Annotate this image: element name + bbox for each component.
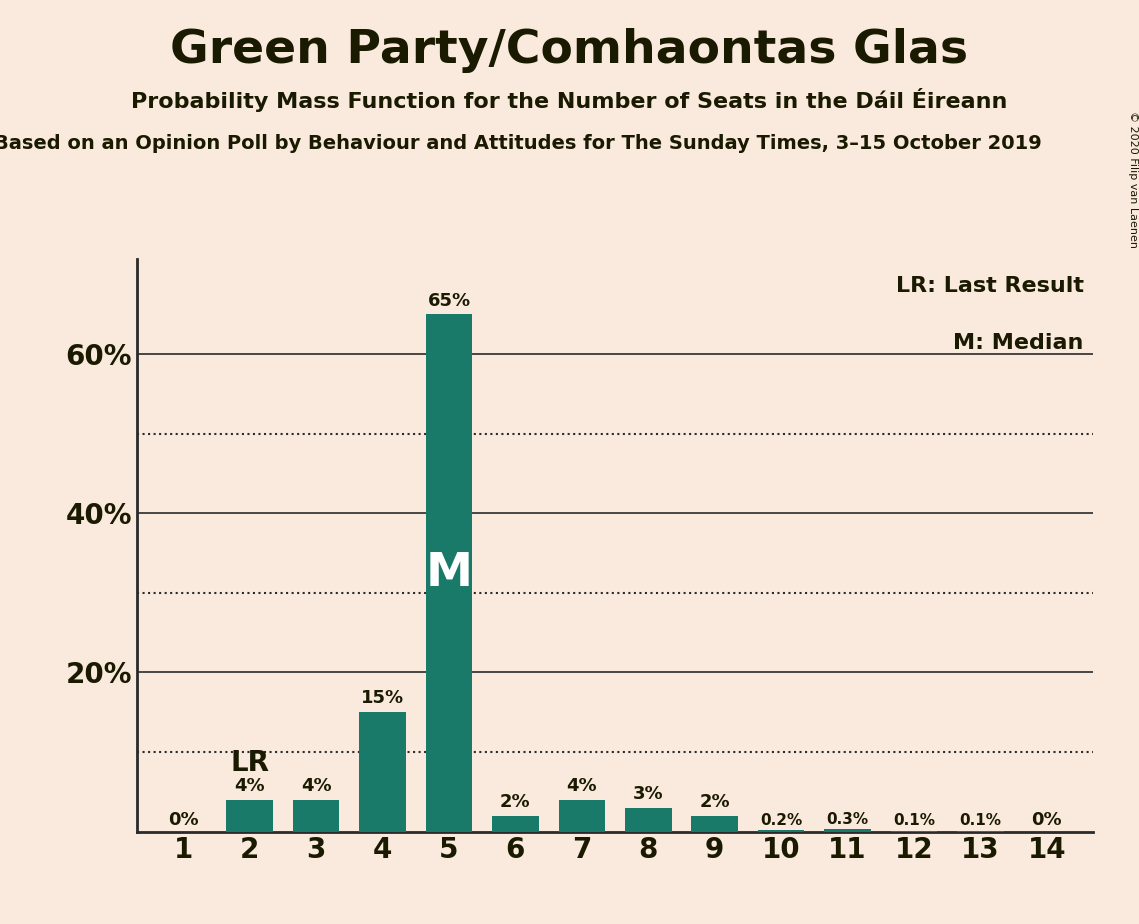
- Text: 2%: 2%: [699, 793, 730, 811]
- Text: © 2020 Filip van Laenen: © 2020 Filip van Laenen: [1129, 111, 1138, 248]
- Bar: [625, 808, 672, 832]
- Text: Green Party/Comhaontas Glas: Green Party/Comhaontas Glas: [171, 28, 968, 73]
- Text: 4%: 4%: [235, 777, 265, 795]
- Text: 0%: 0%: [1032, 811, 1063, 829]
- Bar: [359, 712, 405, 832]
- Bar: [227, 800, 273, 832]
- Text: 0.2%: 0.2%: [760, 812, 802, 828]
- Bar: [558, 800, 605, 832]
- Text: 0.3%: 0.3%: [827, 812, 869, 827]
- Text: 65%: 65%: [427, 292, 470, 310]
- Text: 3%: 3%: [633, 785, 664, 803]
- Text: M: M: [426, 551, 473, 595]
- Text: LR: LR: [230, 749, 269, 777]
- Bar: [757, 830, 804, 832]
- Text: 4%: 4%: [301, 777, 331, 795]
- Text: 4%: 4%: [566, 777, 597, 795]
- Text: 2%: 2%: [500, 793, 531, 811]
- Text: Probability Mass Function for the Number of Seats in the Dáil Éireann: Probability Mass Function for the Number…: [131, 88, 1008, 112]
- Text: 0%: 0%: [167, 811, 198, 829]
- Text: 0.1%: 0.1%: [959, 813, 1001, 829]
- Text: LR: Last Result: LR: Last Result: [896, 276, 1084, 296]
- Bar: [691, 816, 738, 832]
- Bar: [825, 829, 871, 832]
- Bar: [492, 816, 539, 832]
- Text: Based on an Opinion Poll by Behaviour and Attitudes for The Sunday Times, 3–15 O: Based on an Opinion Poll by Behaviour an…: [0, 134, 1042, 153]
- Text: 15%: 15%: [361, 689, 404, 708]
- Bar: [293, 800, 339, 832]
- Bar: [426, 314, 473, 832]
- Text: 0.1%: 0.1%: [893, 813, 935, 829]
- Text: M: Median: M: Median: [953, 334, 1084, 353]
